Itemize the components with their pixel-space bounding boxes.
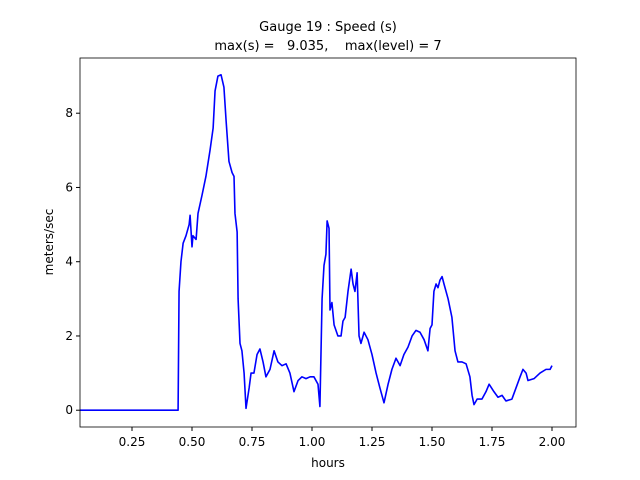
- chart-subtitle: max(s) = 9.035, max(level) = 7: [214, 39, 441, 54]
- x-tick-label: 0.75: [239, 435, 266, 449]
- plot-frame: [79, 57, 577, 428]
- x-tick-label: 1.75: [479, 435, 506, 449]
- x-axis-label: hours: [311, 456, 345, 470]
- x-tick-label: 1.25: [359, 435, 386, 449]
- y-tick-label: 0: [65, 403, 73, 417]
- y-tick-label: 2: [65, 329, 73, 343]
- x-tick-label: 0.50: [179, 435, 206, 449]
- y-axis-label: meters/sec: [42, 209, 56, 276]
- y-tick-label: 4: [65, 255, 73, 269]
- x-tick-label: 1.50: [419, 435, 446, 449]
- line: [80, 73, 553, 412]
- y-tick-label: 6: [65, 180, 73, 194]
- x-tick-label: 1.00: [299, 435, 326, 449]
- x-tick-label: 2.00: [539, 435, 566, 449]
- chart-title: Gauge 19 : Speed (s): [259, 20, 397, 35]
- x-tick-label: 0.25: [119, 435, 146, 449]
- y-tick-label: 8: [65, 106, 73, 120]
